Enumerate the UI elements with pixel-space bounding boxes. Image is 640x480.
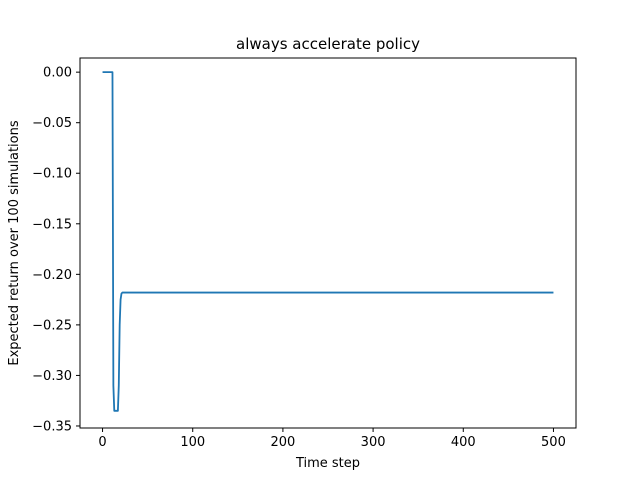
x-tick-label: 500 bbox=[541, 435, 566, 450]
chart-title: always accelerate policy bbox=[236, 35, 420, 53]
series-line-0 bbox=[102, 71, 554, 412]
x-axis-label: Time step bbox=[295, 456, 360, 471]
y-tick-label: 0.00 bbox=[43, 66, 72, 81]
y-tick-label: −0.20 bbox=[32, 268, 72, 283]
plot-frame bbox=[79, 57, 577, 429]
x-tick-label: 400 bbox=[451, 435, 476, 450]
y-tick-label: −0.05 bbox=[32, 116, 72, 131]
x-tick-label: 0 bbox=[98, 435, 106, 450]
y-axis: 0.00 −0.05 −0.10 −0.15 −0.20 −0.25 −0.30 −0.35 bbox=[32, 66, 80, 434]
y-tick-label: −0.25 bbox=[32, 318, 72, 333]
x-tick-label: 300 bbox=[361, 435, 386, 450]
series-layer bbox=[102, 71, 554, 412]
y-axis-label: Expected return over 100 simulations bbox=[7, 120, 22, 366]
y-tick-label: −0.15 bbox=[32, 217, 72, 232]
x-axis: 0 100 200 300 400 500 bbox=[98, 428, 566, 450]
x-tick-label: 100 bbox=[180, 435, 205, 450]
y-tick-label: −0.30 bbox=[32, 369, 72, 384]
plot-area bbox=[80, 58, 576, 428]
y-tick-label: −0.35 bbox=[32, 419, 72, 434]
x-tick-label: 200 bbox=[270, 435, 295, 450]
y-tick-label: −0.10 bbox=[32, 167, 72, 182]
